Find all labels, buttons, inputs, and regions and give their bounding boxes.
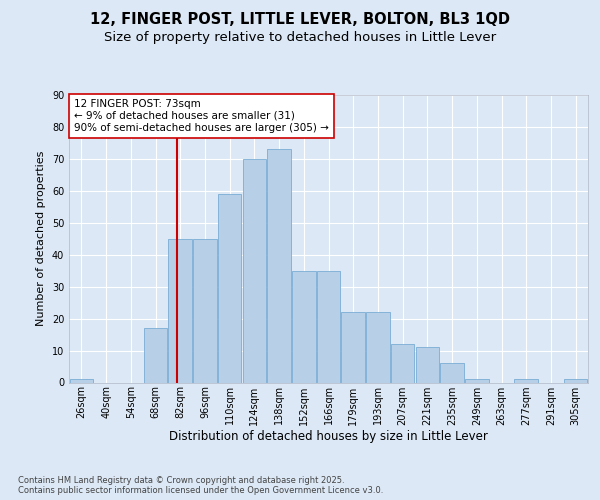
Bar [242, 159, 266, 382]
Bar [317, 270, 340, 382]
Bar [341, 312, 365, 382]
Bar [193, 239, 217, 382]
Bar [169, 239, 192, 382]
Bar [440, 364, 464, 382]
Text: Contains HM Land Registry data © Crown copyright and database right 2025.
Contai: Contains HM Land Registry data © Crown c… [18, 476, 383, 495]
Bar [366, 312, 389, 382]
Bar [144, 328, 167, 382]
Bar [391, 344, 415, 383]
Bar [514, 380, 538, 382]
Bar [268, 150, 291, 382]
Bar [292, 270, 316, 382]
Bar [564, 380, 587, 382]
Text: Size of property relative to detached houses in Little Lever: Size of property relative to detached ho… [104, 31, 496, 44]
Bar [218, 194, 241, 382]
Y-axis label: Number of detached properties: Number of detached properties [36, 151, 46, 326]
Text: 12 FINGER POST: 73sqm
← 9% of detached houses are smaller (31)
90% of semi-detac: 12 FINGER POST: 73sqm ← 9% of detached h… [74, 100, 329, 132]
X-axis label: Distribution of detached houses by size in Little Lever: Distribution of detached houses by size … [169, 430, 488, 444]
Text: 12, FINGER POST, LITTLE LEVER, BOLTON, BL3 1QD: 12, FINGER POST, LITTLE LEVER, BOLTON, B… [90, 12, 510, 28]
Bar [70, 380, 93, 382]
Bar [416, 348, 439, 382]
Bar [465, 380, 488, 382]
